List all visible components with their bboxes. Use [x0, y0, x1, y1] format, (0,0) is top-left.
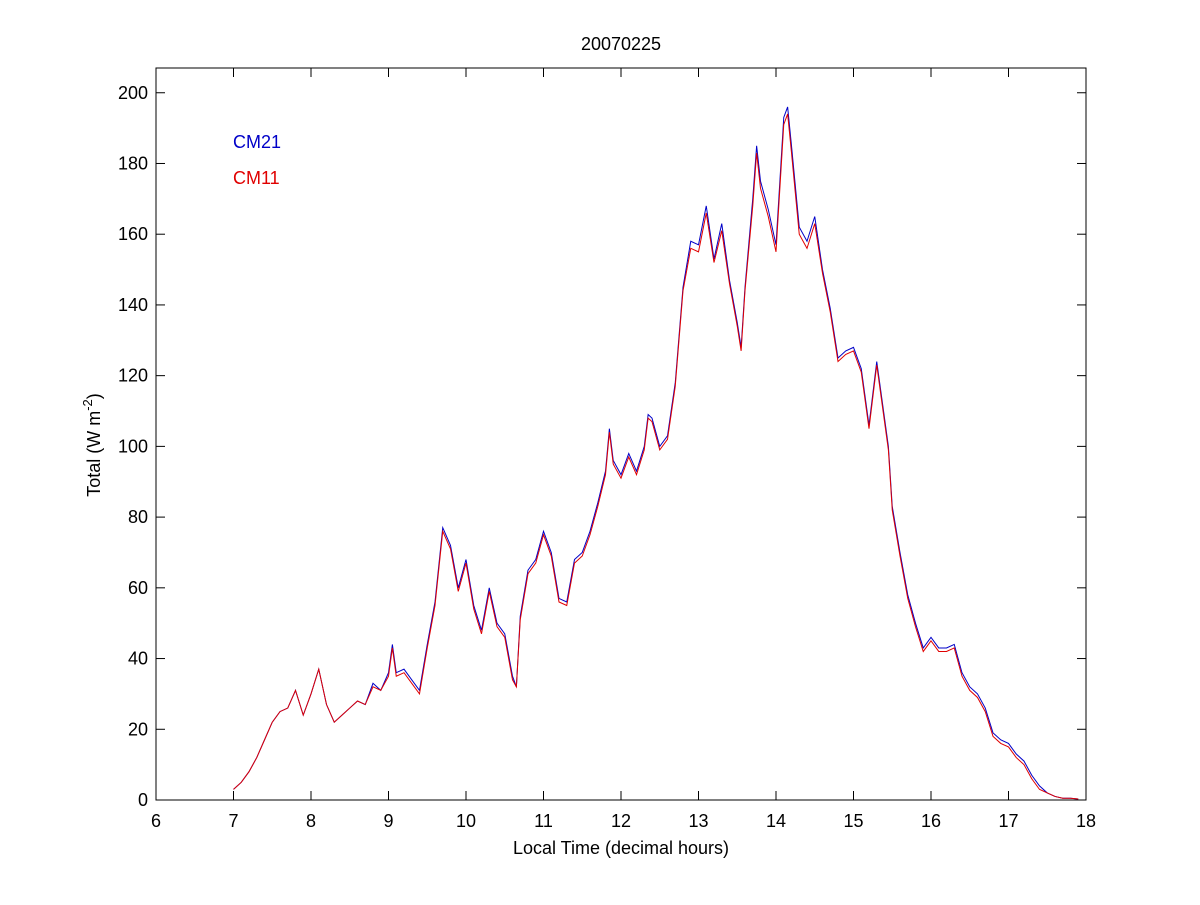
legend-entry: CM21: [233, 132, 281, 152]
x-tick-label: 15: [843, 811, 863, 831]
y-label-text: Total (W m: [84, 411, 104, 497]
x-tick-label: 13: [688, 811, 708, 831]
x-tick-label: 12: [611, 811, 631, 831]
x-tick-label: 11: [534, 811, 553, 831]
x-tick-label: 18: [1076, 811, 1096, 831]
y-tick-label: 40: [128, 649, 148, 669]
y-tick-label: 0: [138, 790, 148, 810]
x-tick-label: 6: [151, 811, 161, 831]
y-label-close: ): [84, 393, 104, 399]
y-tick-label: 80: [128, 507, 148, 527]
y-tick-label: 20: [128, 719, 148, 739]
y-tick-label: 180: [118, 153, 148, 173]
y-tick-label: 60: [128, 578, 148, 598]
legend-entry: CM11: [233, 168, 280, 188]
x-tick-label: 7: [228, 811, 238, 831]
series-line: [233, 113, 1079, 800]
x-tick-label: 9: [383, 811, 393, 831]
y-tick-label: 100: [118, 436, 148, 456]
y-tick-label: 140: [118, 295, 148, 315]
y-label-sup: -2: [80, 399, 95, 411]
x-tick-label: 14: [766, 811, 786, 831]
x-tick-label: 10: [456, 811, 476, 831]
x-tick-label: 17: [998, 811, 1018, 831]
y-tick-label: 200: [118, 83, 148, 103]
y-tick-label: 120: [118, 366, 148, 386]
series-line: [233, 106, 1079, 800]
y-tick-label: 160: [118, 224, 148, 244]
x-axis-label: Local Time (decimal hours): [513, 838, 729, 858]
x-tick-label: 16: [921, 811, 941, 831]
x-tick-label: 8: [306, 811, 316, 831]
y-axis-label: Total (W m-2): [80, 393, 104, 497]
chart-title: 20070225: [581, 34, 661, 54]
